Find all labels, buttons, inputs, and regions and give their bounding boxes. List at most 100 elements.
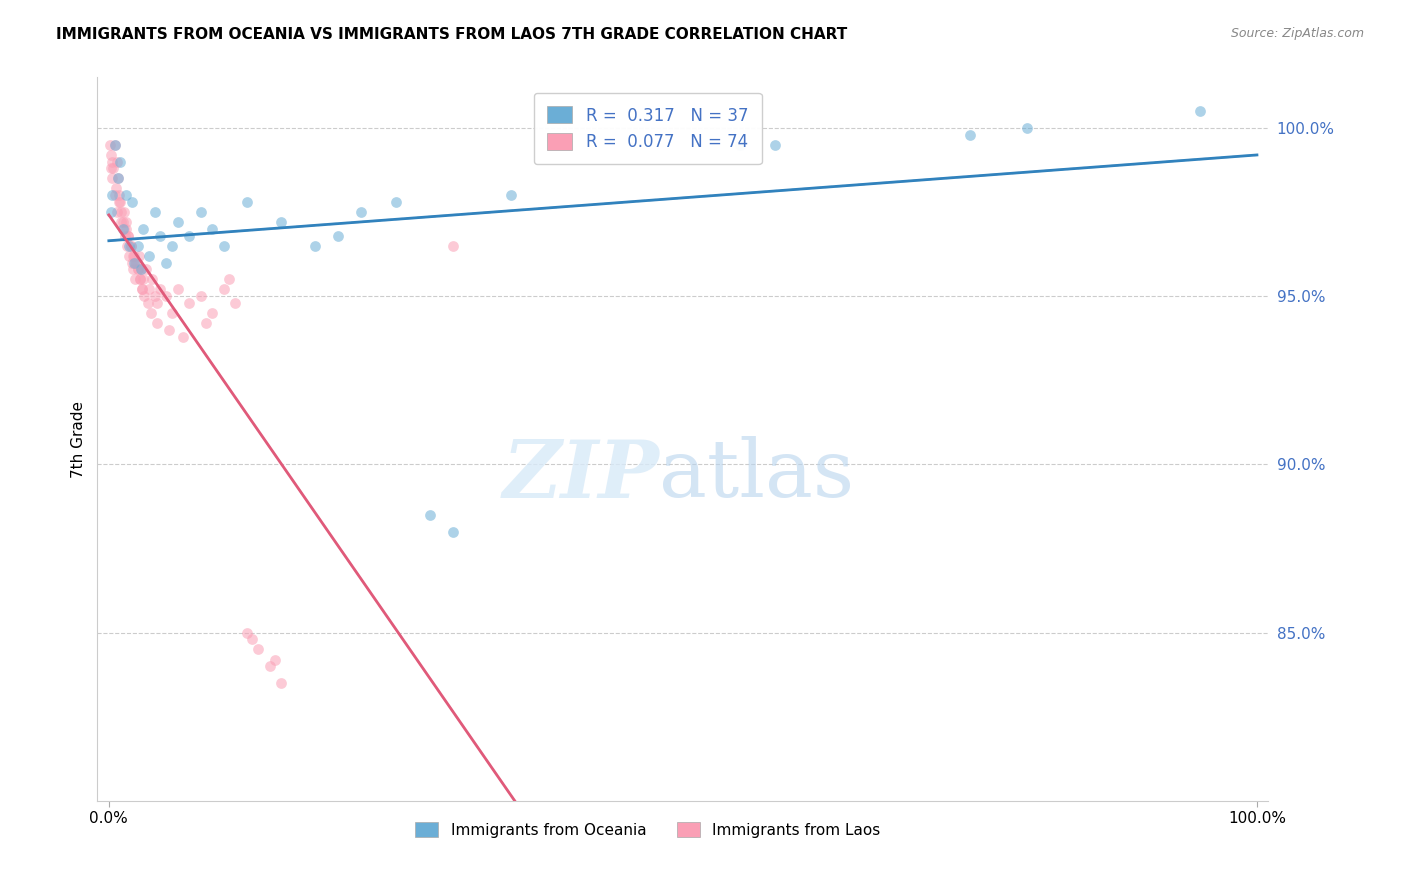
Point [247, 642, 270, 657]
Point [155, 255, 177, 269]
Point [1188, 104, 1211, 119]
Point [101, 154, 124, 169]
Point [103, 161, 125, 176]
Point [172, 329, 194, 343]
Point [108, 194, 131, 209]
Point [201, 306, 224, 320]
Point [146, 316, 169, 330]
Point [100, 205, 122, 219]
Point [141, 272, 163, 286]
Point [101, 188, 124, 202]
Point [103, 137, 125, 152]
Point [114, 228, 136, 243]
Point [195, 316, 218, 330]
Text: Source: ZipAtlas.com: Source: ZipAtlas.com [1230, 27, 1364, 40]
Point [129, 262, 152, 277]
Point [1017, 120, 1039, 135]
Point [212, 282, 235, 296]
Point [124, 272, 146, 286]
Point [730, 137, 752, 152]
Point [179, 228, 201, 243]
Point [110, 205, 132, 219]
Point [259, 659, 281, 673]
Point [110, 194, 132, 209]
Point [121, 255, 143, 269]
Point [110, 154, 132, 169]
Point [115, 215, 138, 229]
Point [499, 188, 522, 202]
Point [132, 272, 155, 286]
Point [118, 238, 141, 252]
Point [959, 128, 981, 142]
Point [125, 255, 148, 269]
Point [138, 282, 160, 296]
Point [218, 272, 240, 286]
Point [155, 289, 177, 303]
Point [143, 289, 166, 303]
Point [143, 205, 166, 219]
Point [224, 296, 246, 310]
Point [190, 289, 212, 303]
Point [105, 205, 128, 219]
Point [160, 238, 183, 252]
Point [157, 323, 180, 337]
Point [138, 249, 160, 263]
Point [190, 205, 212, 219]
Point [103, 188, 125, 202]
Point [212, 238, 235, 252]
Point [128, 249, 150, 263]
Text: ZIP: ZIP [502, 436, 659, 514]
Point [235, 625, 257, 640]
Point [149, 228, 172, 243]
Point [264, 652, 287, 666]
Point [107, 171, 129, 186]
Point [118, 249, 141, 263]
Legend: Immigrants from Oceania, Immigrants from Laos: Immigrants from Oceania, Immigrants from… [409, 815, 886, 844]
Point [350, 205, 373, 219]
Point [121, 194, 143, 209]
Point [128, 272, 150, 286]
Point [270, 215, 292, 229]
Point [112, 205, 135, 219]
Point [235, 194, 257, 209]
Point [122, 249, 145, 263]
Point [129, 262, 152, 277]
Point [146, 296, 169, 310]
Point [111, 215, 134, 229]
Point [124, 255, 146, 269]
Point [304, 238, 326, 252]
Point [131, 282, 153, 296]
Point [127, 262, 149, 277]
Point [98, 137, 121, 152]
Point [328, 228, 350, 243]
Point [136, 296, 159, 310]
Y-axis label: 7th Grade: 7th Grade [72, 401, 86, 477]
Point [201, 222, 224, 236]
Point [111, 222, 134, 236]
Text: atlas: atlas [659, 436, 855, 515]
Point [179, 296, 201, 310]
Point [117, 228, 139, 243]
Point [107, 171, 129, 186]
Point [132, 222, 155, 236]
Text: IMMIGRANTS FROM OCEANIA VS IMMIGRANTS FROM LAOS 7TH GRADE CORRELATION CHART: IMMIGRANTS FROM OCEANIA VS IMMIGRANTS FR… [56, 27, 848, 42]
Point [763, 137, 786, 152]
Point [135, 262, 157, 277]
Point [441, 238, 464, 252]
Point [122, 262, 145, 277]
Point [385, 194, 408, 209]
Point [166, 215, 188, 229]
Point [128, 272, 150, 286]
Point [122, 249, 145, 263]
Point [134, 289, 156, 303]
Point [120, 238, 142, 252]
Point [141, 306, 163, 320]
Point [108, 188, 131, 202]
Point [117, 228, 139, 243]
Point [122, 255, 145, 269]
Point [127, 262, 149, 277]
Point [240, 632, 263, 647]
Point [441, 524, 464, 539]
Point [419, 508, 441, 522]
Point [112, 222, 135, 236]
